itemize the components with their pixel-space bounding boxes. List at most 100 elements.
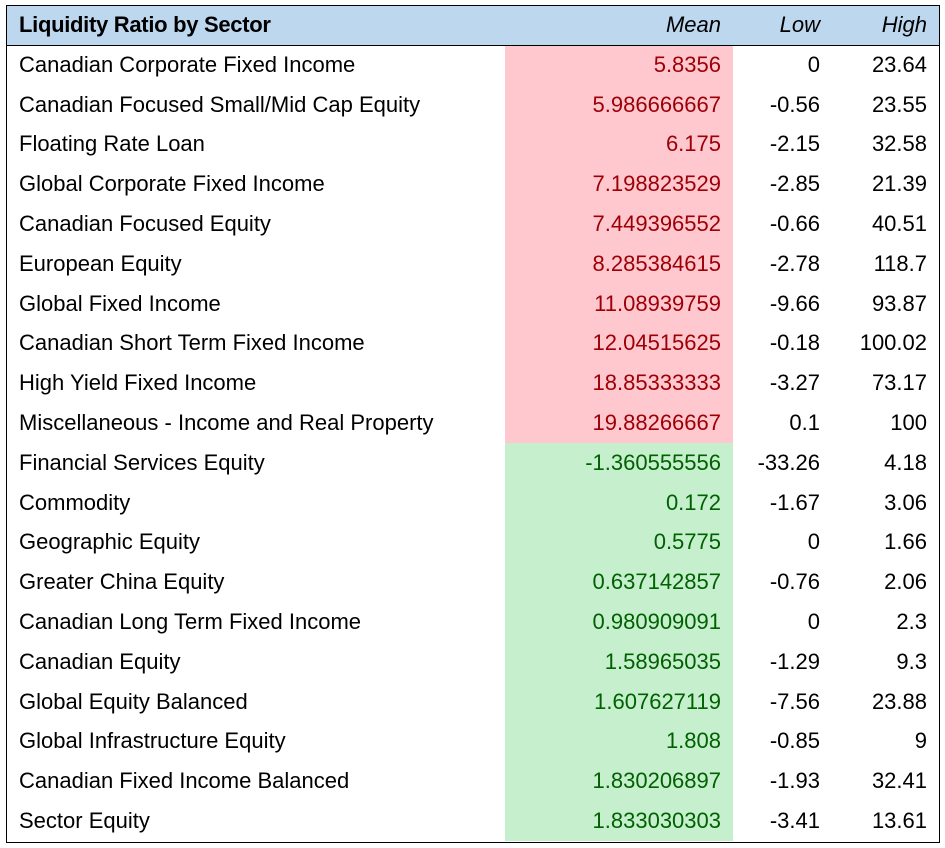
high-cell[interactable]: 9.3 [896,648,927,674]
mean-cell[interactable]: 5.986666667 [505,84,733,125]
low-cell[interactable]: -1.29 [769,648,820,674]
low-cell[interactable]: -3.27 [769,370,820,396]
sector-cell[interactable]: Financial Services Equity [19,449,265,475]
table-row: Global Fixed Income 11.08939759 -9.66 93.87 [7,283,939,324]
high-cell[interactable]: 32.58 [871,131,927,157]
header-high-cell[interactable]: High [832,6,939,46]
high-cell[interactable]: 32.41 [871,768,927,794]
low-cell[interactable]: -2.85 [769,171,820,197]
sector-cell[interactable]: Canadian Equity [19,648,181,674]
table-body: Canadian Corporate Fixed Income 5.8356 0 23… [7,45,939,841]
high-cell[interactable]: 2.06 [884,569,927,595]
sector-cell[interactable]: Geographic Equity [19,529,200,555]
low-cell[interactable]: -2.15 [769,131,820,157]
low-cell[interactable]: -7.56 [769,688,820,714]
mean-cell[interactable]: 7.198823529 [505,164,733,205]
mean-cell[interactable]: 0.5775 [505,522,733,563]
table-row: Floating Rate Loan 6.175 -2.15 32.58 [7,124,939,165]
table-row: Canadian Focused Small/Mid Cap Equity 5.9… [7,84,939,125]
mean-cell[interactable]: 0.980909091 [505,602,733,642]
high-cell[interactable]: 100 [890,410,927,436]
low-cell[interactable]: -0.18 [769,330,820,356]
mean-cell[interactable]: 5.8356 [505,45,733,85]
high-cell[interactable]: 23.88 [871,688,927,714]
low-cell[interactable]: -0.56 [769,91,820,117]
table-row: Canadian Short Term Fixed Income 12.04515… [7,323,939,364]
mean-cell[interactable]: 8.285384615 [505,243,733,284]
mean-cell[interactable]: 1.58965035 [505,641,733,682]
low-cell[interactable]: -2.78 [769,250,820,276]
sector-cell[interactable]: High Yield Fixed Income [19,370,257,396]
sector-cell[interactable]: Global Corporate Fixed Income [19,171,325,197]
sector-cell[interactable]: Canadian Focused Small/Mid Cap Equity [19,91,421,117]
sector-cell[interactable]: Canadian Focused Equity [19,211,271,237]
mean-cell[interactable]: 19.88266667 [505,403,733,443]
mean-cell[interactable]: 1.833030303 [505,801,733,841]
high-cell[interactable]: 40.51 [871,211,927,237]
sector-cell[interactable]: Greater China Equity [19,569,225,595]
sector-cell[interactable]: Floating Rate Loan [19,131,205,157]
mean-cell[interactable]: 6.175 [505,124,733,165]
low-cell[interactable]: 0 [807,609,820,635]
high-cell[interactable]: 4.18 [884,449,927,475]
table-title-cell[interactable]: Liquidity Ratio by Sector [7,6,505,46]
table-row: Global Corporate Fixed Income 7.198823529… [7,164,939,205]
low-cell[interactable]: -3.41 [769,808,820,834]
sector-cell[interactable]: Sector Equity [19,808,150,834]
mean-cell[interactable]: 0.172 [505,482,733,523]
mean-cell[interactable]: 12.04515625 [505,323,733,364]
low-cell[interactable]: 0 [807,529,820,555]
high-cell[interactable]: 3.06 [884,489,927,515]
sector-cell[interactable]: Canadian Short Term Fixed Income [19,330,365,356]
low-cell[interactable]: -1.67 [769,489,820,515]
high-cell[interactable]: 23.64 [871,52,927,78]
spreadsheet-range: Liquidity Ratio by Sector Mean Low High … [6,5,940,843]
low-cell[interactable]: -0.66 [769,211,820,237]
high-cell[interactable]: 73.17 [871,370,927,396]
mean-cell[interactable]: 1.808 [505,721,733,762]
mean-cell[interactable]: 0.637142857 [505,562,733,603]
low-cell[interactable]: -0.85 [769,728,820,754]
table-row: European Equity 8.285384615 -2.78 118.7 [7,243,939,284]
table-row: Miscellaneous - Income and Real Property… [7,403,939,443]
low-cell[interactable]: 0.1 [789,410,820,436]
table-row: Commodity 0.172 -1.67 3.06 [7,482,939,523]
high-cell[interactable]: 21.39 [871,171,927,197]
high-cell[interactable]: 2.3 [896,609,927,635]
liquidity-ratio-table: Liquidity Ratio by Sector Mean Low High … [7,6,939,841]
low-cell[interactable]: -9.66 [769,290,820,316]
low-cell[interactable]: -0.76 [769,569,820,595]
sector-cell[interactable]: Global Fixed Income [19,290,221,316]
high-cell[interactable]: 1.66 [884,529,927,555]
table-row: Canadian Equity 1.58965035 -1.29 9.3 [7,641,939,682]
mean-cell[interactable]: 18.85333333 [505,363,733,404]
sector-cell[interactable]: Canadian Long Term Fixed Income [19,609,362,635]
mean-cell[interactable]: 7.449396552 [505,204,733,244]
sector-cell[interactable]: Canadian Fixed Income Balanced [19,768,350,794]
low-cell[interactable]: -33.26 [757,449,820,475]
high-cell[interactable]: 118.7 [873,250,927,276]
sector-cell[interactable]: European Equity [19,250,182,276]
header-row: Liquidity Ratio by Sector Mean Low High [7,6,939,46]
high-cell[interactable]: 13.61 [871,808,927,834]
sector-cell[interactable]: Global Equity Balanced [19,688,248,714]
sector-cell[interactable]: Global Infrastructure Equity [19,728,286,754]
mean-cell[interactable]: -1.360555556 [505,442,733,483]
low-cell[interactable]: -1.93 [769,768,820,794]
high-cell[interactable]: 93.87 [871,290,927,316]
sector-cell[interactable]: Canadian Corporate Fixed Income [19,52,356,78]
table-row: Canadian Focused Equity 7.449396552 -0.66 4… [7,204,939,244]
table-row: Sector Equity 1.833030303 -3.41 13.61 [7,801,939,841]
high-cell[interactable]: 9 [914,728,927,754]
mean-cell[interactable]: 11.08939759 [505,283,733,324]
high-cell[interactable]: 100.02 [859,330,927,356]
header-low-cell[interactable]: Low [733,6,832,46]
mean-cell[interactable]: 1.607627119 [505,681,733,722]
high-cell[interactable]: 23.55 [871,91,927,117]
low-cell[interactable]: 0 [807,52,820,78]
header-mean-cell[interactable]: Mean [505,6,733,46]
sector-cell[interactable]: Commodity [19,489,131,515]
mean-cell[interactable]: 1.830206897 [505,761,733,802]
sector-cell[interactable]: Miscellaneous - Income and Real Property [19,410,434,436]
table-row: Geographic Equity 0.5775 0 1.66 [7,522,939,563]
